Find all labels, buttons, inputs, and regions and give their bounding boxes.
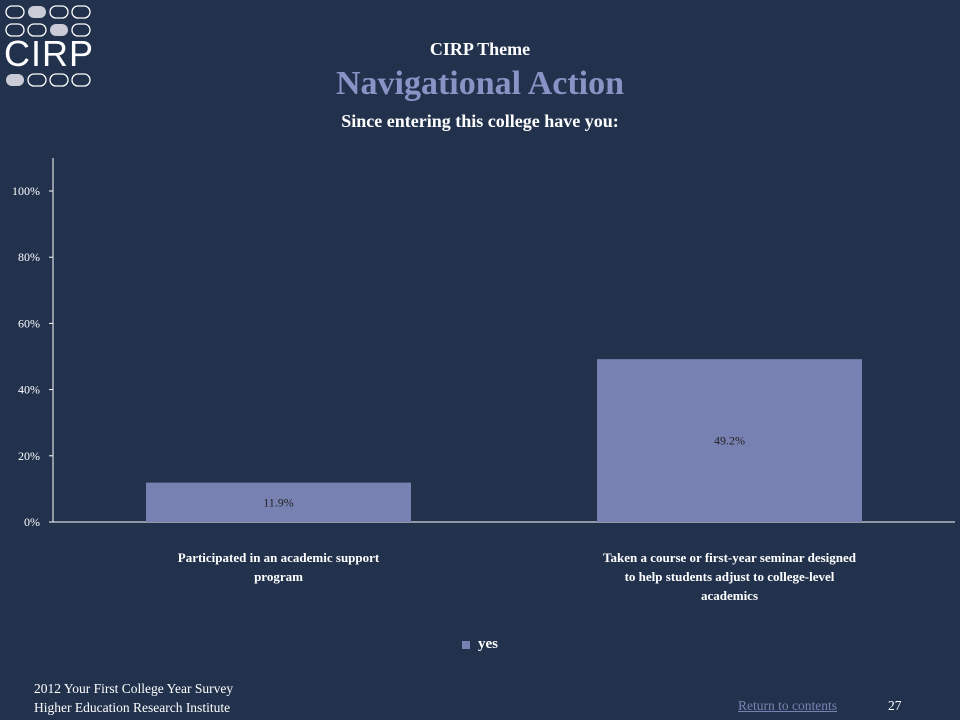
logo-dots-icon bbox=[5, 5, 91, 87]
y-tick-label: 60% bbox=[18, 316, 40, 330]
return-to-contents-link[interactable]: Return to contents bbox=[738, 698, 837, 713]
bar-chart: 0% 20% 40% 60% 80% 100% 11.9% 49.2% Participated… bbox=[12, 158, 955, 603]
page-number: 27 bbox=[888, 698, 902, 713]
y-tick-label: 80% bbox=[18, 250, 40, 264]
chart-legend: yes bbox=[0, 636, 960, 653]
institute-name: Higher Education Research Institute bbox=[34, 700, 231, 715]
chart-subtitle: Since entering this college have you: bbox=[341, 111, 619, 131]
bar bbox=[597, 359, 862, 522]
y-tick-label: 20% bbox=[18, 449, 40, 463]
data-label: 11.9% bbox=[263, 495, 294, 509]
footer-info: 2012 Your First College Year Survey High… bbox=[34, 679, 233, 717]
x-tick-label: Participated in an academic support progr… bbox=[178, 550, 380, 584]
x-tick-label: Taken a course or first-year seminar des… bbox=[603, 550, 857, 603]
page-title: Navigational Action bbox=[335, 65, 625, 102]
y-tick-label: 100% bbox=[12, 184, 40, 198]
y-tick-label: 40% bbox=[18, 383, 40, 397]
legend-label: yes bbox=[478, 636, 498, 652]
legend-swatch bbox=[462, 640, 470, 649]
header: CIRP Theme Navigational Action Since ent… bbox=[0, 36, 960, 136]
data-label: 49.2% bbox=[714, 434, 745, 448]
cirp-logo: CIRP bbox=[0, 0, 96, 96]
bar bbox=[146, 482, 411, 522]
logo-text: CIRP bbox=[4, 33, 95, 74]
survey-name: 2012 Your First College Year Survey bbox=[34, 681, 234, 696]
y-tick-label: 0% bbox=[24, 515, 40, 529]
theme-label: CIRP Theme bbox=[429, 39, 531, 59]
